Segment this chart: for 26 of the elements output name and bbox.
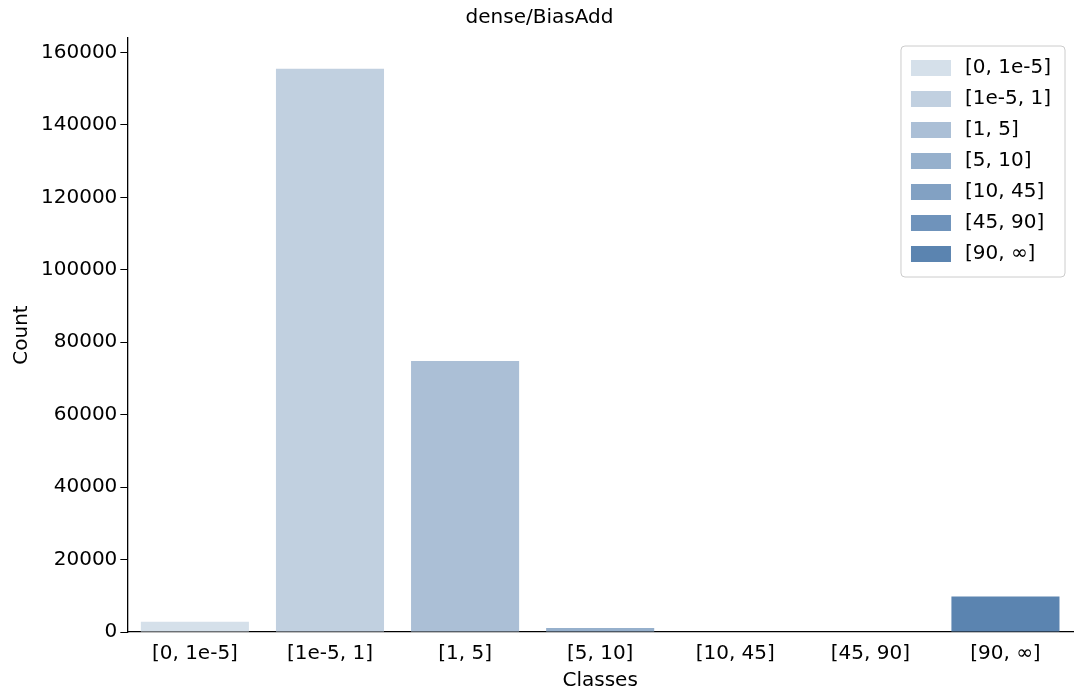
y-tick-label: 60000 <box>53 400 118 425</box>
legend-label: [1e-5, 1] <box>964 85 1051 110</box>
y-tick-label: 120000 <box>40 183 118 208</box>
y-tick-label: 160000 <box>40 38 118 63</box>
legend-label: [5, 10] <box>964 147 1032 172</box>
y-tick-label: 20000 <box>53 545 118 570</box>
x-tick-label: [5, 10] <box>566 640 634 665</box>
x-tick-label: [90, ∞] <box>970 640 1041 665</box>
chart-title: dense/BiasAdd <box>465 4 614 29</box>
x-tick-label: [10, 45] <box>695 640 775 665</box>
x-tick-label: [1e-5, 1] <box>286 640 373 665</box>
y-tick-label: 40000 <box>53 473 118 498</box>
x-axis-title: Classes <box>562 667 638 692</box>
y-tick-label: 100000 <box>40 256 118 281</box>
legend-label: [90, ∞] <box>964 240 1036 265</box>
legend-label: [45, 90] <box>964 209 1045 234</box>
y-tick-label: 140000 <box>40 111 118 136</box>
y-tick-label: 80000 <box>53 328 118 353</box>
x-tick-label: [45, 90] <box>830 640 910 665</box>
y-tick-label: 0 <box>104 618 118 643</box>
x-tick-label: [0, 1e-5] <box>151 640 238 665</box>
legend-label: [0, 1e-5] <box>964 54 1051 79</box>
legend-label: [10, 45] <box>964 178 1045 203</box>
y-axis-title: Count <box>8 305 33 365</box>
x-tick-label: [1, 5] <box>438 640 492 665</box>
legend-label: [1, 5] <box>964 116 1019 141</box>
